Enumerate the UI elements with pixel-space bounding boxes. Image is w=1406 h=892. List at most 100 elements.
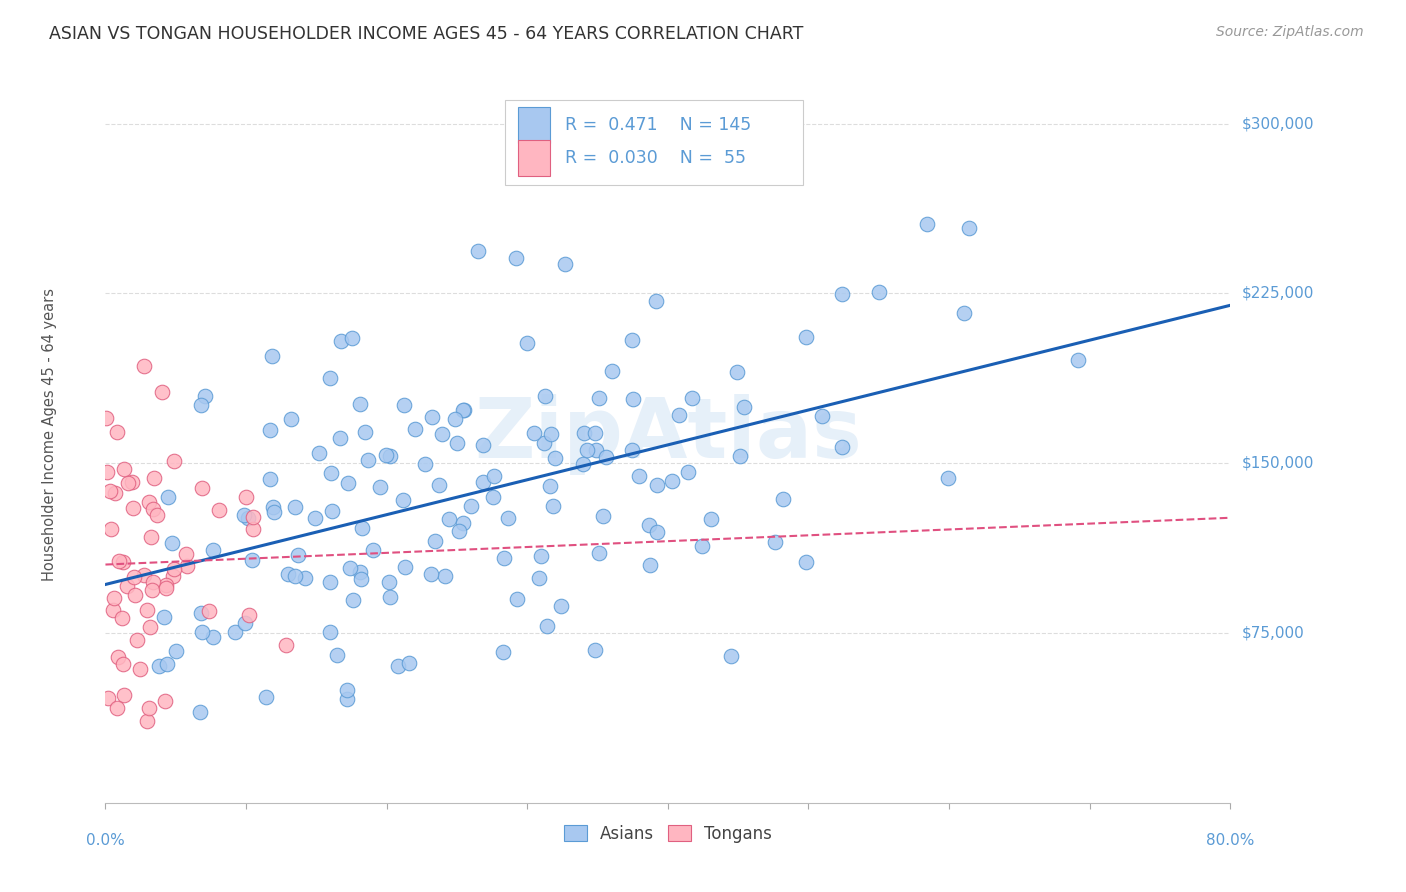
Point [117,476,139,491]
Point [233,615,256,630]
Point [202,543,225,558]
Point [176,559,198,574]
Point [725,365,748,379]
Point [571,458,593,472]
Point [368,480,391,494]
Point [471,437,494,451]
Point [419,566,441,581]
Point [146,508,169,522]
Point [259,423,281,437]
Point [392,493,415,508]
Point [336,692,359,706]
Point [575,443,598,458]
Text: $150,000: $150,000 [1241,456,1313,471]
Point [135,603,157,617]
Point [498,511,520,525]
Point [763,534,786,549]
Point [157,490,180,504]
Point [349,397,371,411]
Point [162,562,184,576]
Text: R =  0.471    N = 145: R = 0.471 N = 145 [565,116,752,134]
Point [917,217,939,231]
Point [224,624,246,639]
Point [201,630,224,644]
Text: 0.0%: 0.0% [86,833,125,848]
Point [242,509,264,524]
Point [811,409,834,424]
Text: ASIAN VS TONGAN HOUSEHOLDER INCOME AGES 45 - 64 YEARS CORRELATION CHART: ASIAN VS TONGAN HOUSEHOLDER INCOME AGES … [49,25,804,43]
Point [96,690,118,705]
Point [128,662,150,676]
Point [111,610,134,624]
Point [868,285,890,299]
Point [595,450,617,464]
Point [336,683,359,698]
Point [262,500,284,514]
Point [124,588,146,602]
Point [638,558,661,572]
Point [254,690,277,704]
Point [404,422,426,436]
Point [494,551,516,566]
Point [427,478,450,492]
Point [162,569,184,583]
Point [98,484,121,499]
Point [533,436,555,450]
Point [1066,352,1088,367]
Point [108,554,131,568]
Point [152,609,174,624]
Point [375,448,398,462]
Point [294,570,316,584]
Point [238,608,260,623]
Point [692,539,714,553]
Point [794,555,817,569]
Point [492,645,515,659]
Point [139,619,162,633]
Point [541,499,564,513]
Point [319,625,342,640]
Point [505,251,527,265]
Point [94,411,117,425]
Point [527,571,550,585]
Point [794,330,817,344]
Point [135,714,157,729]
Point [453,402,475,417]
Point [728,450,751,464]
Point [621,333,644,347]
Point [661,474,683,488]
Point [361,542,384,557]
Point [645,478,668,492]
Point [681,391,703,405]
Point [472,475,495,490]
Point [342,331,364,345]
Point [523,425,546,440]
Point [143,471,166,485]
Point [544,451,567,466]
Point [105,701,128,715]
Point [339,561,361,575]
Point [936,471,959,485]
Point [238,510,260,524]
Point [329,431,352,445]
Point [574,426,596,441]
Bar [519,140,550,176]
Point [953,306,976,320]
Text: $300,000: $300,000 [1241,116,1313,131]
Point [398,656,420,670]
Point [550,599,572,613]
Point [194,389,217,403]
Point [583,426,606,441]
Point [645,293,668,308]
Point [350,572,373,586]
Point [530,549,553,563]
Point [423,533,446,548]
Point [287,549,309,563]
Point [284,500,307,515]
Point [482,490,505,504]
Point [668,409,690,423]
Point [155,581,177,595]
Point [700,512,723,526]
Point [319,574,342,589]
Point [142,501,165,516]
Point [453,516,475,530]
